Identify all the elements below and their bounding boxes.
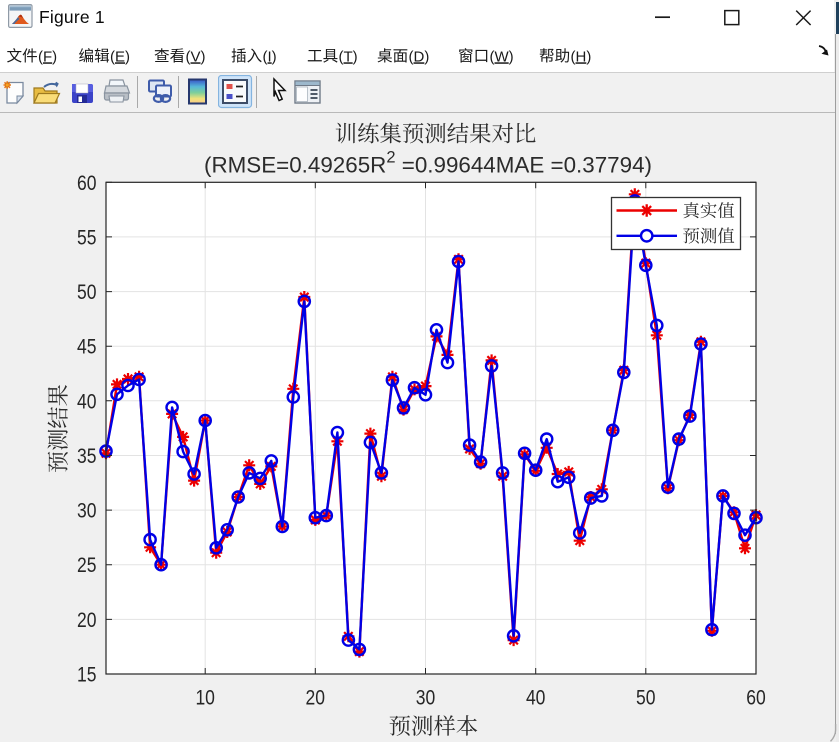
svg-text:30: 30 [77, 499, 97, 523]
svg-text:(F): (F) [38, 48, 57, 65]
svg-text:20: 20 [306, 686, 326, 710]
svg-text:(H): (H) [571, 48, 592, 65]
svg-text:55: 55 [77, 225, 97, 249]
svg-text:(RMSE=0.49265R2 =0.99644MAE =0: (RMSE=0.49265R2 =0.99644MAE =0.37794) [204, 149, 652, 178]
svg-text:45: 45 [77, 335, 97, 359]
svg-text:(D): (D) [409, 48, 430, 65]
svg-text:35: 35 [77, 444, 97, 468]
svg-text:(V): (V) [186, 48, 206, 65]
svg-text:15: 15 [77, 663, 97, 687]
svg-text:25: 25 [77, 553, 97, 577]
svg-text:(E): (E) [110, 48, 130, 65]
svg-text:10: 10 [195, 686, 215, 710]
svg-text:30: 30 [416, 686, 436, 710]
svg-text:40: 40 [77, 389, 97, 413]
svg-text:60: 60 [746, 686, 766, 710]
svg-text:(I): (I) [263, 48, 277, 65]
svg-text:(W): (W) [490, 48, 514, 65]
svg-text:(T): (T) [339, 48, 358, 65]
svg-text:50: 50 [77, 280, 97, 304]
svg-text:20: 20 [77, 608, 97, 632]
svg-text:60: 60 [77, 171, 97, 195]
svg-text:50: 50 [636, 686, 656, 710]
svg-text:40: 40 [526, 686, 546, 710]
